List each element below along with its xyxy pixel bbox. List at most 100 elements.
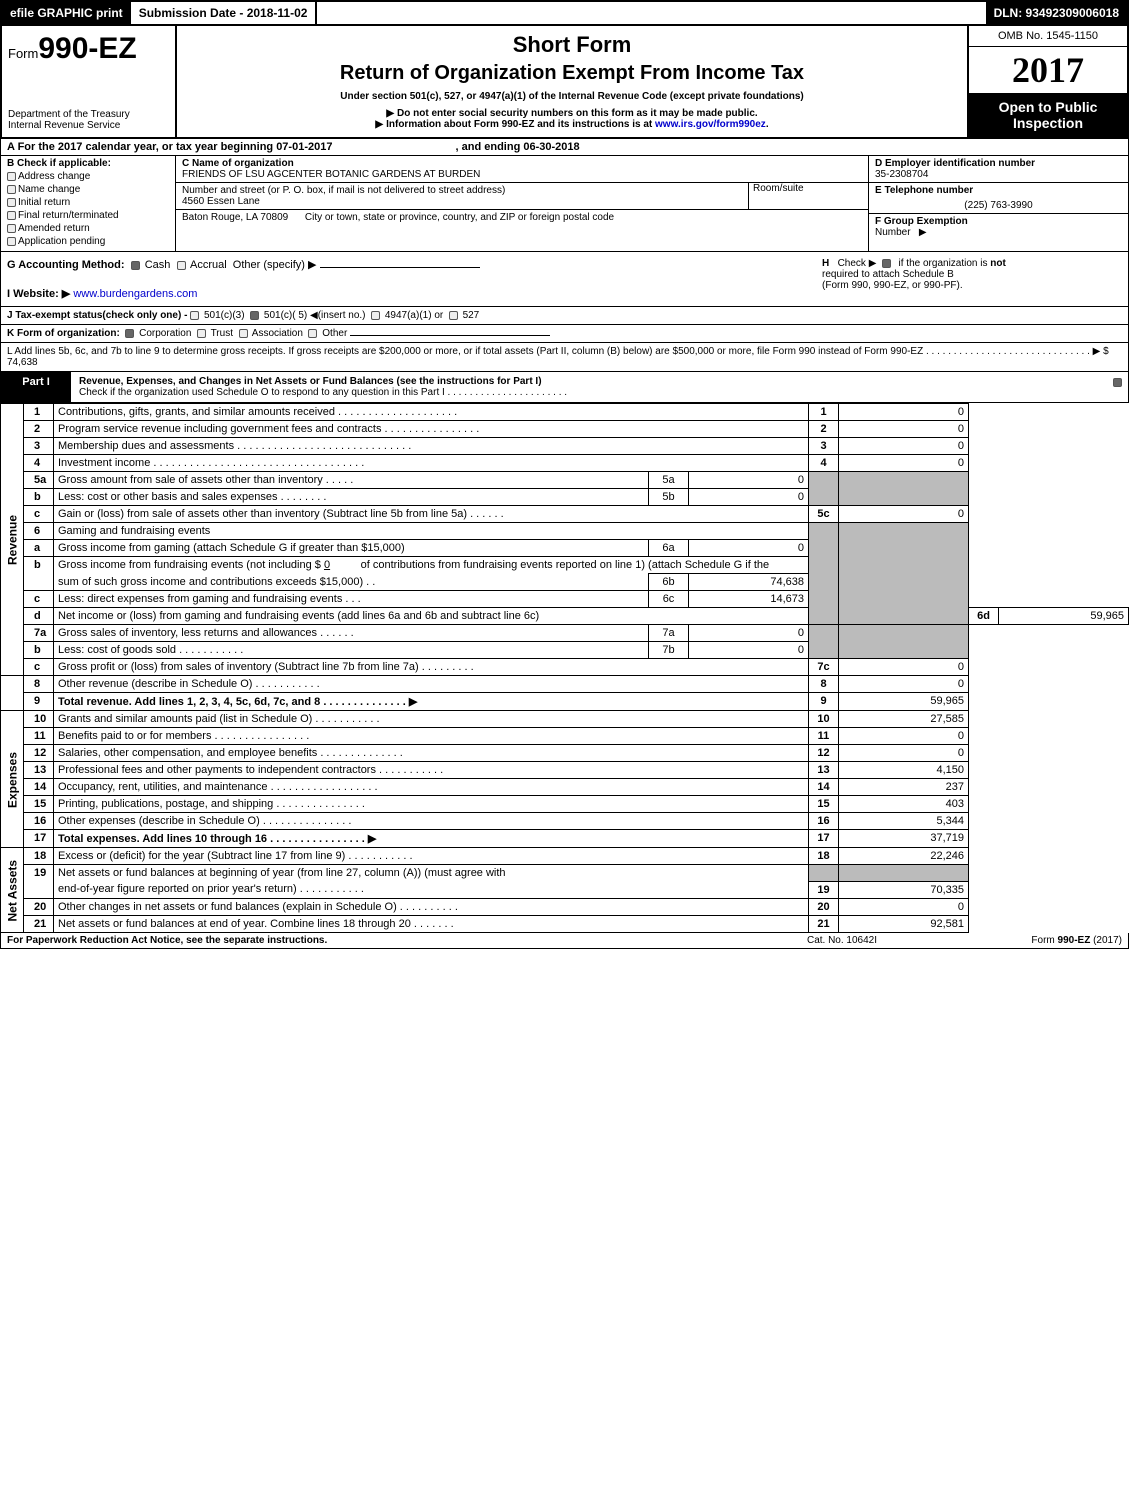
cb-accrual[interactable] <box>177 261 186 270</box>
i-website-label: I Website: ▶ <box>7 288 70 300</box>
i-website-link[interactable]: www.burdengardens.com <box>73 288 197 300</box>
page-footer: For Paperwork Reduction Act Notice, see … <box>0 933 1129 949</box>
lines-table: Revenue 1 Contributions, gifts, grants, … <box>0 403 1129 933</box>
dept-line1: Department of the Treasury <box>8 109 169 120</box>
header-left: Form990-EZ Department of the Treasury In… <box>2 26 177 137</box>
g-accounting-row: G Accounting Method: Cash Accrual Other … <box>7 258 822 271</box>
info-about: Information about Form 990-EZ and its in… <box>197 119 947 130</box>
side-revenue: Revenue <box>1 404 24 676</box>
l-text: L Add lines 5b, 6c, and 7b to line 9 to … <box>7 346 1109 368</box>
table-row: 3 Membership dues and assessments . . . … <box>1 438 1129 455</box>
table-row: c Gain or (loss) from sale of assets oth… <box>1 506 1129 523</box>
table-row: 16 Other expenses (describe in Schedule … <box>1 813 1129 830</box>
department-label: Department of the Treasury Internal Reve… <box>8 109 169 131</box>
g-other-blank[interactable] <box>320 267 480 268</box>
cb-527[interactable] <box>449 311 458 320</box>
open-to-public: Open to Public Inspection <box>969 93 1127 137</box>
cb-name-change[interactable]: Name change <box>7 184 169 195</box>
g-label: G Accounting Method: <box>7 259 125 271</box>
row-a-begin: A For the 2017 calendar year, or tax yea… <box>7 141 332 153</box>
b-label: B Check if applicable: <box>7 158 111 169</box>
cb-corporation[interactable] <box>125 329 134 338</box>
row-j-tax-exempt: J Tax-exempt status(check only one) - 50… <box>0 307 1129 325</box>
line-num: 1 <box>24 404 54 421</box>
cb-h[interactable] <box>882 259 891 268</box>
row-k-form-org: K Form of organization: Corporation Trus… <box>0 325 1129 343</box>
h-right: H Check ▶ if the organization is not req… <box>822 258 1122 300</box>
c-city-row: Baton Rouge, LA 70809 City or town, stat… <box>176 210 868 251</box>
h-text2: required to attach Schedule B <box>822 269 954 280</box>
table-row: 5a Gross amount from sale of assets othe… <box>1 472 1129 489</box>
submission-date: Submission Date - 2018-11-02 <box>131 2 318 24</box>
cb-4947[interactable] <box>371 311 380 320</box>
j-label: J Tax-exempt status(check only one) - <box>7 310 187 321</box>
section-bcde: B Check if applicable: Address change Na… <box>0 156 1129 252</box>
table-row: 11 Benefits paid to or for members . . .… <box>1 728 1129 745</box>
d-ein-label: D Employer identification number <box>875 158 1035 169</box>
efile-label: efile GRAPHIC print <box>2 2 131 24</box>
c-name-row: C Name of organization FRIENDS OF LSU AG… <box>176 156 868 183</box>
cb-other-org[interactable] <box>308 329 317 338</box>
table-row: Expenses 10 Grants and similar amounts p… <box>1 711 1129 728</box>
cb-initial-return[interactable]: Initial return <box>7 197 169 208</box>
part1-title: Revenue, Expenses, and Changes in Net As… <box>79 376 542 387</box>
cb-trust[interactable] <box>197 329 206 338</box>
side-expenses: Expenses <box>1 711 24 848</box>
table-row: 21 Net assets or fund balances at end of… <box>1 915 1129 932</box>
cb-cash[interactable] <box>131 261 140 270</box>
h-text3: (Form 990, 990-EZ, or 990-PF). <box>822 280 963 291</box>
title-return: Return of Organization Exempt From Incom… <box>197 62 947 85</box>
row-a-tax-year: A For the 2017 calendar year, or tax yea… <box>0 139 1129 156</box>
omb-number: OMB No. 1545-1150 <box>969 26 1127 47</box>
cb-501c[interactable] <box>250 311 259 320</box>
k-label: K Form of organization: <box>7 328 120 339</box>
part1-checkbox[interactable] <box>1108 372 1128 402</box>
part1-header: Part I Revenue, Expenses, and Changes in… <box>0 372 1129 403</box>
footer-left: For Paperwork Reduction Act Notice, see … <box>7 935 742 946</box>
table-row: 2 Program service revenue including gove… <box>1 421 1129 438</box>
dept-line2: Internal Revenue Service <box>8 120 169 131</box>
h-text1: if the organization is <box>899 258 988 269</box>
col-b-checkboxes: B Check if applicable: Address change Na… <box>1 156 176 251</box>
tax-year: 2017 <box>969 47 1127 93</box>
table-row: Revenue 1 Contributions, gifts, grants, … <box>1 404 1129 421</box>
title-short-form: Short Form <box>197 32 947 58</box>
do-not-enter: Do not enter social security numbers on … <box>197 108 947 119</box>
form-header: Form990-EZ Department of the Treasury In… <box>0 26 1129 139</box>
cb-final-return[interactable]: Final return/terminated <box>7 210 169 221</box>
h-label: H <box>822 258 829 269</box>
table-row: 8 Other revenue (describe in Schedule O)… <box>1 676 1129 693</box>
g-other: Other (specify) ▶ <box>233 259 317 271</box>
c-city-label: City or town, state or province, country… <box>305 212 614 223</box>
e-tel-label: E Telephone number <box>875 185 973 196</box>
section-gh: G Accounting Method: Cash Accrual Other … <box>0 252 1129 307</box>
h-check: Check ▶ <box>838 258 877 269</box>
footer-right: Form Form 990-EZ (2017)990-EZ (2017) <box>942 935 1122 946</box>
c-city: Baton Rouge, LA 70809 <box>182 212 288 223</box>
cb-501c3[interactable] <box>190 311 199 320</box>
form-number-big: 990-EZ <box>38 32 136 65</box>
open-line2: Inspection <box>975 115 1121 131</box>
f-group-label: F Group Exemption <box>875 216 968 227</box>
irs-link[interactable]: www.irs.gov/form990ez <box>655 119 766 130</box>
dln-label: DLN: 93492309006018 <box>986 2 1127 24</box>
e-tel-row: E Telephone number (225) 763-3990 <box>869 183 1128 214</box>
cb-application-pending[interactable]: Application pending <box>7 236 169 247</box>
cb-association[interactable] <box>239 329 248 338</box>
d-ein: 35-2308704 <box>875 169 928 180</box>
g-left: G Accounting Method: Cash Accrual Other … <box>7 258 822 300</box>
table-row: 6 Gaming and fundraising events <box>1 523 1129 540</box>
k-other-blank[interactable] <box>350 335 550 336</box>
table-row: 20 Other changes in net assets or fund b… <box>1 898 1129 915</box>
f-group-label2: Number <box>875 227 911 238</box>
side-netassets: Net Assets <box>1 848 24 933</box>
line-desc: Contributions, gifts, grants, and simila… <box>54 404 809 421</box>
h-not: not <box>990 258 1006 269</box>
cb-address-change[interactable]: Address change <box>7 171 169 182</box>
row-l-gross-receipts: L Add lines 5b, 6c, and 7b to line 9 to … <box>0 343 1129 372</box>
col-c-org-info: C Name of organization FRIENDS OF LSU AG… <box>176 156 868 251</box>
cb-amended-return[interactable]: Amended return <box>7 223 169 234</box>
part1-title-area: Revenue, Expenses, and Changes in Net As… <box>71 372 1108 402</box>
col-de: D Employer identification number 35-2308… <box>868 156 1128 251</box>
part1-check-text: Check if the organization used Schedule … <box>79 387 567 398</box>
